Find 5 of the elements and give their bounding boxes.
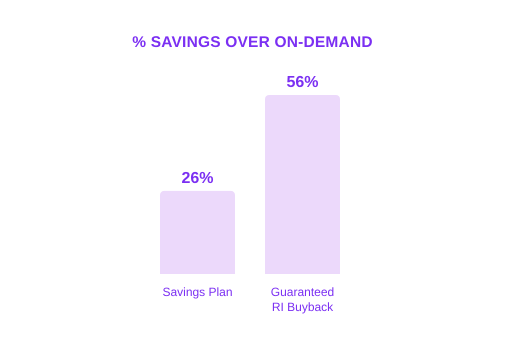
chart-title: % SAVINGS OVER ON-DEMAND bbox=[131, 34, 374, 52]
data-label: 26% bbox=[181, 170, 214, 187]
x-tick-label: Savings Plan bbox=[162, 285, 233, 299]
x-tick-label: Guaranteed RI Buyback bbox=[270, 285, 334, 314]
data-label: 56% bbox=[286, 74, 319, 91]
